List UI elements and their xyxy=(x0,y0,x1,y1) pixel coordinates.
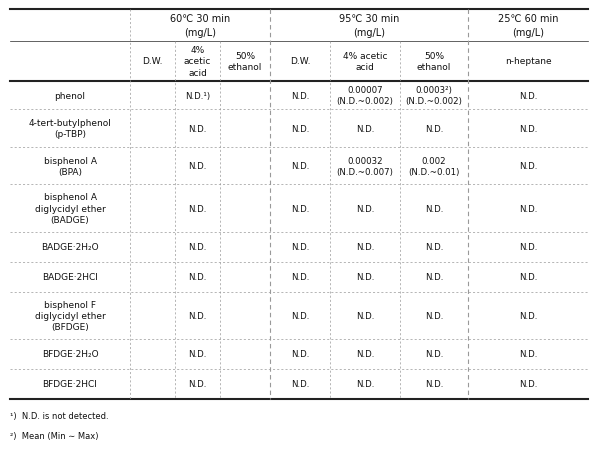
Text: N.D.: N.D. xyxy=(425,243,443,251)
Text: bisphenol F
diglycidyl ether
(BFDGE): bisphenol F diglycidyl ether (BFDGE) xyxy=(35,300,105,331)
Text: N.D.: N.D. xyxy=(291,124,309,133)
Text: N.D.: N.D. xyxy=(291,380,309,388)
Text: N.D.: N.D. xyxy=(188,124,206,133)
Text: ²)  Mean (Min ∼ Max): ²) Mean (Min ∼ Max) xyxy=(10,431,99,440)
Text: 4% acetic
acid: 4% acetic acid xyxy=(343,52,387,72)
Text: N.D.: N.D. xyxy=(425,350,443,358)
Text: 95℃ 30 min
(mg/L): 95℃ 30 min (mg/L) xyxy=(339,14,399,38)
Text: 4-tert-butylphenol
(p-TBP): 4-tert-butylphenol (p-TBP) xyxy=(29,119,111,139)
Text: N.D.: N.D. xyxy=(188,380,206,388)
Text: N.D.: N.D. xyxy=(425,124,443,133)
Text: n-heptane: n-heptane xyxy=(505,57,552,66)
Text: N.D.: N.D. xyxy=(291,273,309,282)
Text: N.D.: N.D. xyxy=(291,91,309,100)
Text: 60℃ 30 min
(mg/L): 60℃ 30 min (mg/L) xyxy=(170,14,230,38)
Text: N.D.: N.D. xyxy=(188,311,206,320)
Text: N.D.: N.D. xyxy=(519,311,537,320)
Text: 25℃ 60 min
(mg/L): 25℃ 60 min (mg/L) xyxy=(498,14,558,38)
Text: N.D.: N.D. xyxy=(425,380,443,388)
Text: 4%
acetic
acid: 4% acetic acid xyxy=(184,46,211,77)
Text: D.W.: D.W. xyxy=(290,57,310,66)
Text: 50%
ethanol: 50% ethanol xyxy=(228,52,262,72)
Text: N.D.: N.D. xyxy=(356,311,374,320)
Text: N.D.: N.D. xyxy=(425,273,443,282)
Text: N.D.: N.D. xyxy=(188,204,206,213)
Text: N.D.: N.D. xyxy=(356,273,374,282)
Text: N.D.: N.D. xyxy=(519,91,537,100)
Text: N.D.: N.D. xyxy=(188,162,206,171)
Text: N.D.: N.D. xyxy=(188,273,206,282)
Text: phenol: phenol xyxy=(55,91,86,100)
Text: 0.002
(N.D.~0.01): 0.002 (N.D.~0.01) xyxy=(408,156,460,176)
Text: N.D.: N.D. xyxy=(356,204,374,213)
Text: N.D.: N.D. xyxy=(291,162,309,171)
Text: BFDGE·2H₂O: BFDGE·2H₂O xyxy=(42,350,98,358)
Text: N.D.: N.D. xyxy=(356,124,374,133)
Text: N.D.: N.D. xyxy=(519,124,537,133)
Text: D.W.: D.W. xyxy=(142,57,163,66)
Text: N.D.: N.D. xyxy=(519,204,537,213)
Text: N.D.: N.D. xyxy=(356,243,374,251)
Text: N.D.: N.D. xyxy=(291,204,309,213)
Text: N.D.: N.D. xyxy=(188,350,206,358)
Text: N.D.¹): N.D.¹) xyxy=(185,91,210,100)
Text: BADGE·2H₂O: BADGE·2H₂O xyxy=(41,243,99,251)
Text: N.D.: N.D. xyxy=(356,350,374,358)
Text: ¹)  N.D. is not detected.: ¹) N.D. is not detected. xyxy=(10,411,109,420)
Text: N.D.: N.D. xyxy=(291,311,309,320)
Text: 0.00032
(N.D.~0.007): 0.00032 (N.D.~0.007) xyxy=(337,156,393,176)
Text: N.D.: N.D. xyxy=(425,204,443,213)
Text: BADGE·2HCl: BADGE·2HCl xyxy=(42,273,98,282)
Text: N.D.: N.D. xyxy=(519,243,537,251)
Text: N.D.: N.D. xyxy=(188,243,206,251)
Text: N.D.: N.D. xyxy=(519,350,537,358)
Text: N.D.: N.D. xyxy=(291,243,309,251)
Text: N.D.: N.D. xyxy=(519,380,537,388)
Text: N.D.: N.D. xyxy=(356,380,374,388)
Text: bisphenol A
diglycidyl ether
(BADGE): bisphenol A diglycidyl ether (BADGE) xyxy=(35,193,105,224)
Text: 50%
ethanol: 50% ethanol xyxy=(417,52,451,72)
Text: N.D.: N.D. xyxy=(519,162,537,171)
Text: BFDGE·2HCl: BFDGE·2HCl xyxy=(43,380,98,388)
Text: 0.0003²)
(N.D.~0.002): 0.0003²) (N.D.~0.002) xyxy=(406,86,462,106)
Text: N.D.: N.D. xyxy=(519,273,537,282)
Text: N.D.: N.D. xyxy=(291,350,309,358)
Text: N.D.: N.D. xyxy=(425,311,443,320)
Text: 0.00007
(N.D.~0.002): 0.00007 (N.D.~0.002) xyxy=(337,86,393,106)
Text: bisphenol A
(BPA): bisphenol A (BPA) xyxy=(43,156,96,176)
